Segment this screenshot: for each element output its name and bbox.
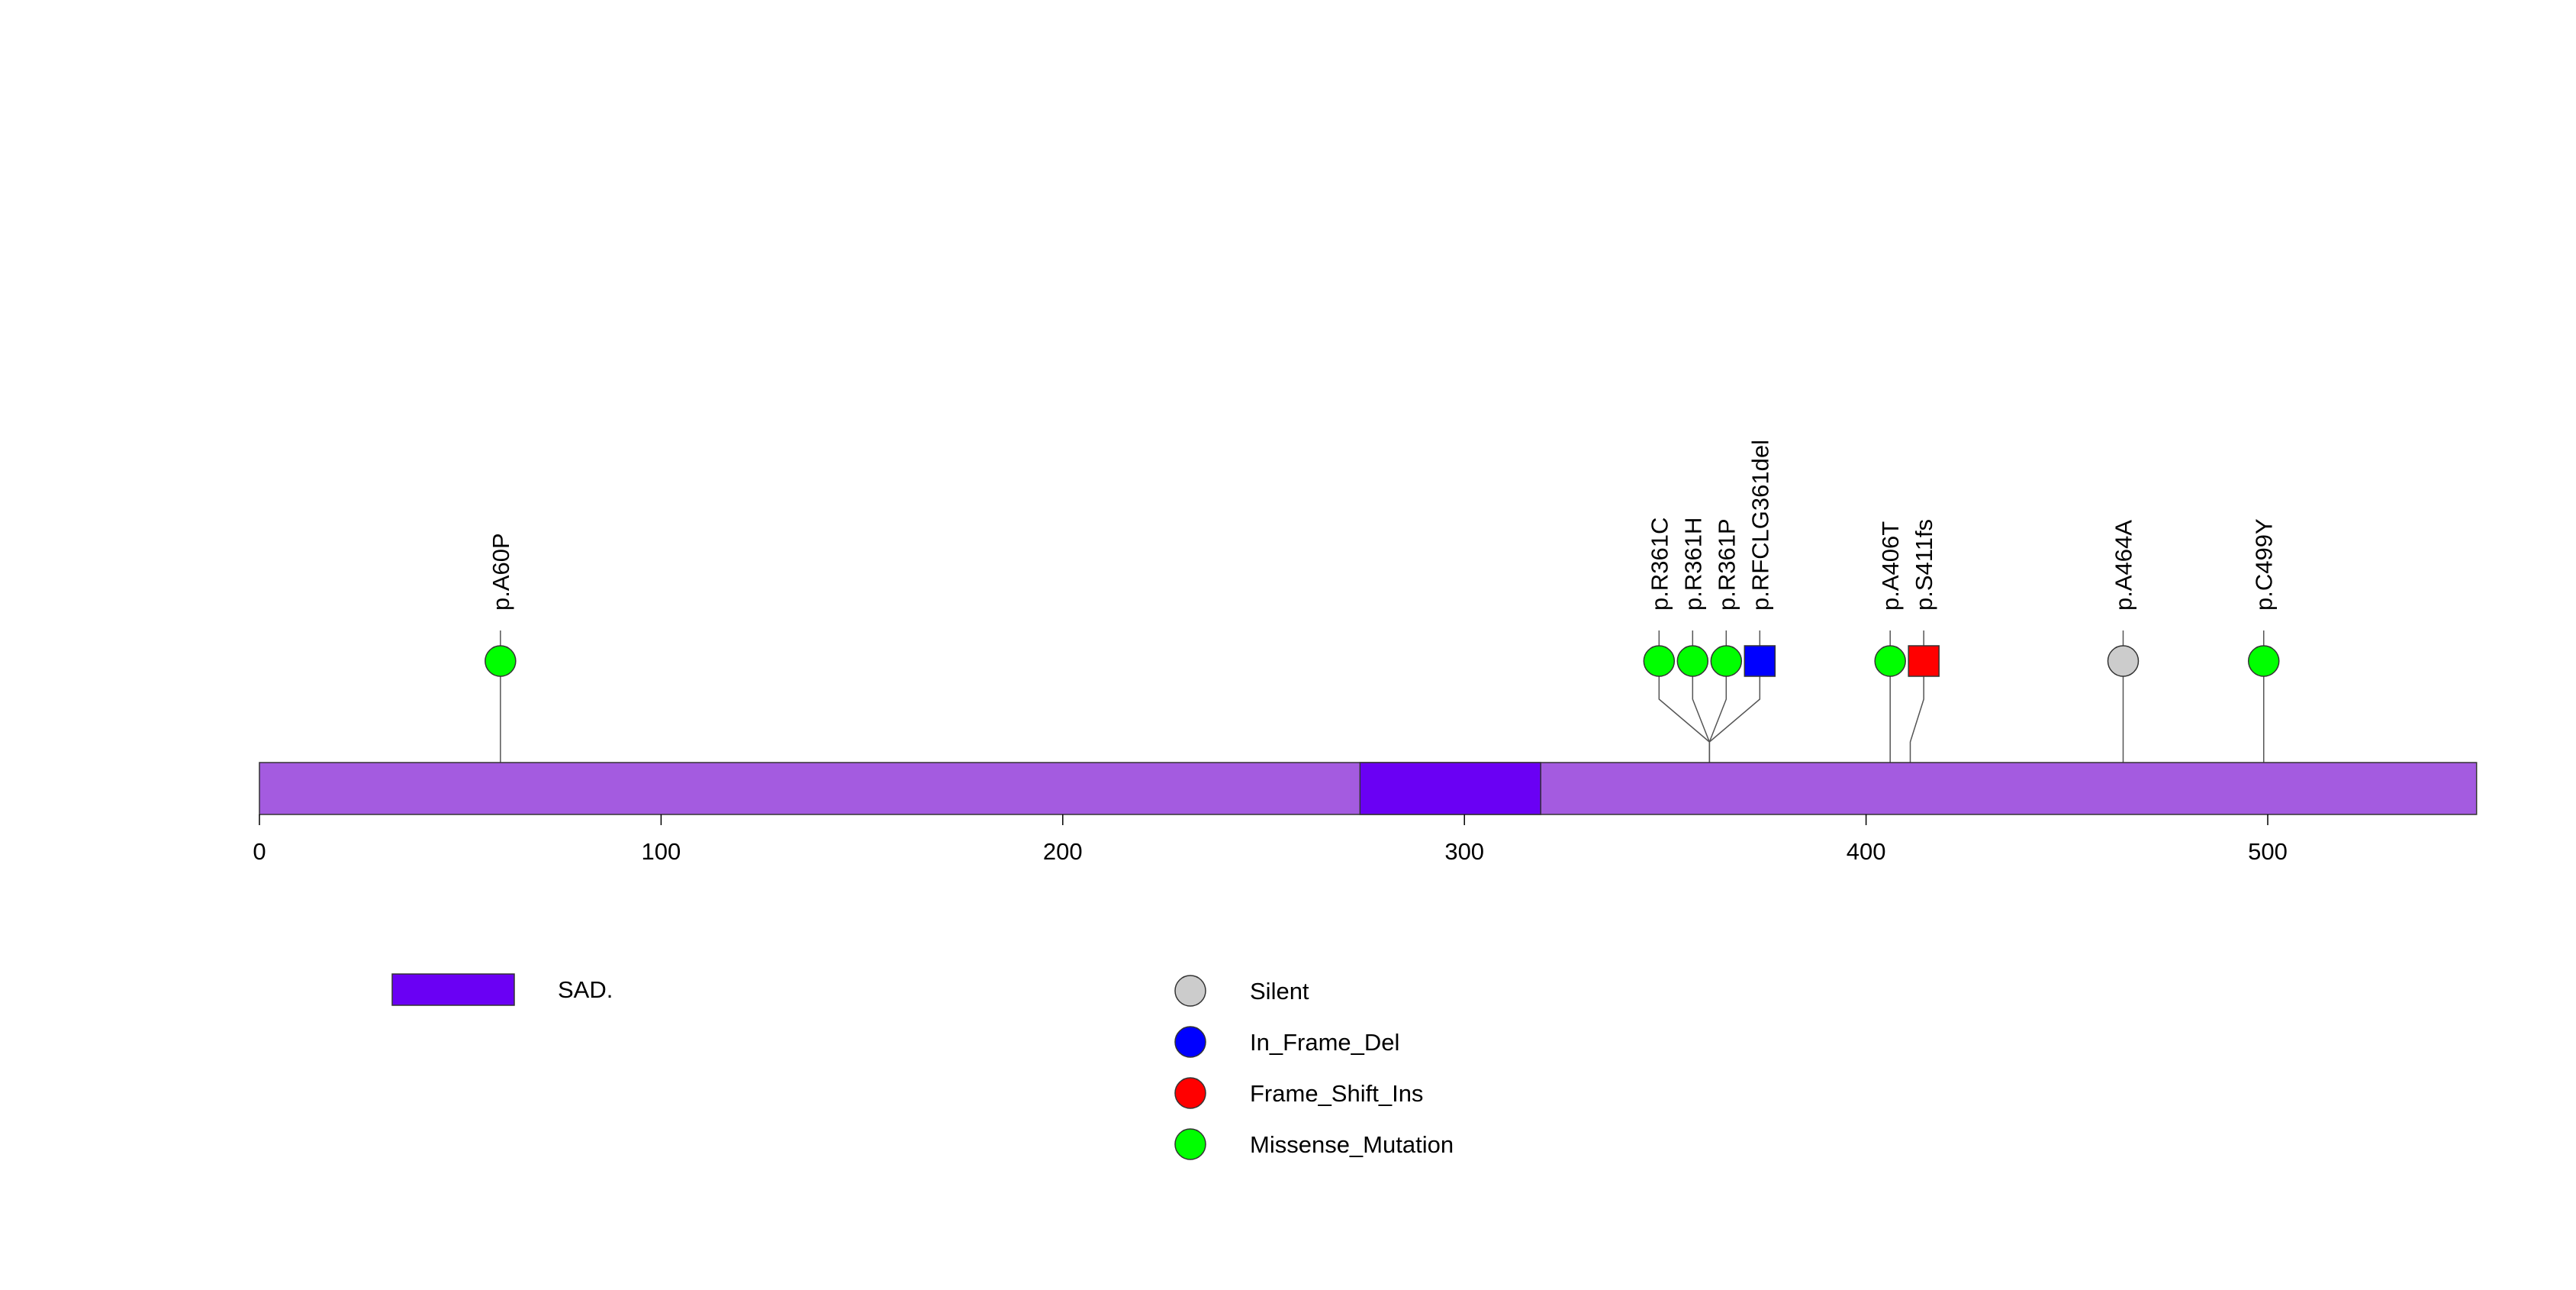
axis-tick-label: 200 [1043, 838, 1083, 865]
domain-block-0 [1359, 762, 1541, 815]
mutation-marker-p-a464a [2107, 645, 2140, 677]
mutation-label-p-a406t: p.A406T [1877, 521, 1904, 611]
domain-legend-swatch [391, 973, 515, 1006]
legend-label-silent: Silent [1250, 978, 1309, 1005]
legend-marker-frame-shift-ins [1174, 1077, 1206, 1109]
mutation-type-legend: Silent In_Frame_Del Frame_Shift_Ins Missens… [1174, 975, 1454, 1160]
legend-marker-silent [1174, 975, 1206, 1007]
legend-marker-missense-mutation [1174, 1128, 1206, 1160]
axis-tick-label: 500 [2248, 838, 2288, 865]
mutation-label-p-c499y: p.C499Y [2251, 518, 2278, 611]
mutation-label-p-rfclg361del: p.RFCLG361del [1747, 440, 1773, 611]
axis-tick-label: 400 [1847, 838, 1886, 865]
mutation-label-p-r361h: p.R361H [1679, 518, 1706, 611]
axis-tick-label: 100 [642, 838, 681, 865]
axis-tick-label: 300 [1444, 838, 1484, 865]
legend-label-in-frame-del: In_Frame_Del [1250, 1029, 1399, 1056]
axis-tick-label: 0 [253, 838, 266, 865]
position-axis: 0 100 200 300 400 500 [253, 814, 2288, 865]
mutation-marker-p-a60p [485, 645, 517, 677]
mutation-marker-p-rfclg361del [1744, 645, 1776, 677]
legend-label-missense-mutation: Missense_Mutation [1250, 1131, 1454, 1158]
domain-legend-label: SAD. [558, 976, 613, 1003]
mutation-labels: p.A60P p.R361C p.R361H p.R361P p.RFCLG361del… [488, 440, 2278, 611]
domain-blocks [1359, 762, 1541, 815]
mutation-marker-p-c499y [2247, 645, 2280, 677]
mutation-label-p-r361c: p.R361C [1646, 518, 1673, 611]
domain-legend: SAD. [391, 973, 613, 1006]
legend-marker-in-frame-del [1174, 1026, 1206, 1058]
mutation-marker-p-a406t [1874, 645, 1906, 677]
mutation-label-p-a60p: p.A60P [488, 533, 514, 611]
mutation-label-p-s411fs: p.S411fs [1911, 519, 1937, 611]
mutation-marker-p-r361p [1710, 645, 1743, 677]
mutation-marker-p-s411fs [1908, 645, 1940, 677]
mutation-label-p-r361p: p.R361P [1713, 518, 1740, 611]
mutation-marker-p-r361h [1676, 645, 1709, 677]
mutation-marker-p-r361c [1643, 645, 1676, 677]
mutation-markers [485, 645, 2280, 677]
legend-label-frame-shift-ins: Frame_Shift_Ins [1250, 1080, 1423, 1107]
mutation-label-p-a464a: p.A464A [2110, 520, 2136, 611]
